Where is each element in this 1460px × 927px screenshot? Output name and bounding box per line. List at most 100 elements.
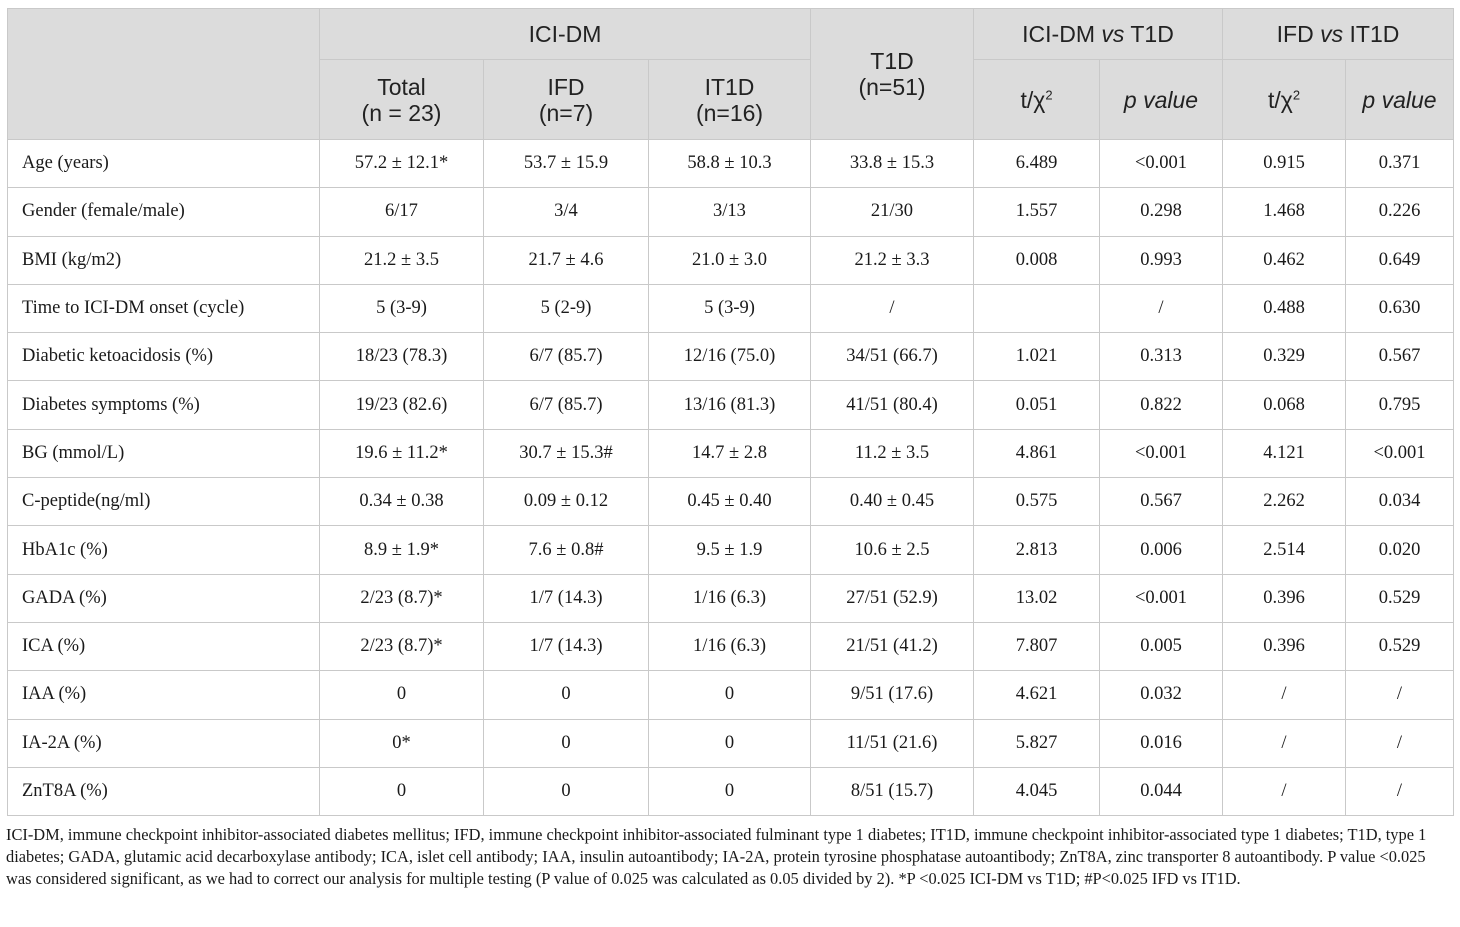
cell-pvalue-ifd-vs-it1d: 0.020 (1345, 525, 1454, 575)
header-blank-cell (7, 8, 320, 140)
header-total: Total (n = 23) (319, 59, 484, 140)
cell-stat-icidm-vs-t1d: 6.489 (973, 138, 1100, 189)
cell-stat-ifd-vs-it1d: 0.329 (1222, 332, 1346, 382)
table-row: GADA (%) 2/23 (8.7)* 1/7 (14.3) 1/16 (6.3) 2… (7, 573, 1454, 623)
header-ifd-count: (n=7) (538, 99, 594, 126)
cell-t1d: 11.2 ± 3.5 (810, 428, 974, 479)
cell-pvalue-ifd-vs-it1d: <0.001 (1345, 428, 1454, 479)
cell-stat-icidm-vs-t1d: 0.008 (973, 235, 1100, 285)
cell-it1d: 1/16 (6.3) (648, 573, 811, 623)
header-t1d-count: (n=51) (858, 74, 926, 100)
cell-pvalue-icidm-vs-t1d: 0.044 (1099, 766, 1223, 817)
table-row: Age (years) 57.2 ± 12.1* 53.7 ± 15.9 58.8 ±… (7, 138, 1454, 189)
header-stat-label: t/χ (1020, 86, 1046, 113)
comparison-table: ICI-DM T1D (n=51) ICI-DM vs T1D IFD vs I… (7, 8, 1454, 817)
cell-ifd: 0.09 ± 0.12 (483, 477, 649, 527)
cell-pvalue-icidm-vs-t1d: 0.993 (1099, 235, 1223, 285)
cell-pvalue-ifd-vs-it1d: 0.567 (1345, 332, 1454, 382)
table-header: ICI-DM T1D (n=51) ICI-DM vs T1D IFD vs I… (7, 8, 1454, 140)
cell-ifd: 7.6 ± 0.8# (483, 525, 649, 575)
table-container: ICI-DM T1D (n=51) ICI-DM vs T1D IFD vs I… (7, 8, 1454, 817)
cell-pvalue-icidm-vs-t1d: 0.567 (1099, 477, 1223, 527)
table-row: Diabetes symptoms (%) 19/23 (82.6) 6/7 (85… (7, 380, 1454, 430)
table-row: HbA1c (%) 8.9 ± 1.9* 7.6 ± 0.8# 9.5 ± 1.9 10… (7, 525, 1454, 575)
cell-pvalue-icidm-vs-t1d: / (1099, 283, 1223, 334)
cell-it1d: 5 (3-9) (648, 283, 811, 334)
cell-t1d: / (810, 283, 974, 334)
row-label: ZnT8A (%) (7, 766, 320, 817)
cell-stat-ifd-vs-it1d: 0.396 (1222, 621, 1346, 672)
cell-total: 19.6 ± 11.2* (319, 428, 484, 479)
cell-pvalue-ifd-vs-it1d: / (1345, 766, 1454, 817)
table-row: BMI (kg/m2) 21.2 ± 3.5 21.7 ± 4.6 21.0 ± 3.… (7, 235, 1454, 285)
cell-pvalue-ifd-vs-it1d: 0.529 (1345, 573, 1454, 623)
cell-pvalue-ifd-vs-it1d: 0.649 (1345, 235, 1454, 285)
cell-it1d: 0 (648, 766, 811, 817)
cell-pvalue-icidm-vs-t1d: 0.298 (1099, 187, 1223, 237)
cell-total: 18/23 (78.3) (319, 332, 484, 382)
header-group-ifd-vs-it1d: IFD vs IT1D (1222, 8, 1454, 60)
header-group-icidm: ICI-DM (319, 8, 811, 60)
header-pvalue-2: p value (1345, 59, 1454, 140)
cell-total: 5 (3-9) (319, 283, 484, 334)
cell-pvalue-ifd-vs-it1d: 0.529 (1345, 621, 1454, 672)
cell-stat-ifd-vs-it1d: / (1222, 670, 1346, 720)
header-stat-sup: 2 (1045, 86, 1053, 102)
cell-it1d: 13/16 (81.3) (648, 380, 811, 430)
cell-total: 0 (319, 766, 484, 817)
cell-pvalue-icidm-vs-t1d: 0.822 (1099, 380, 1223, 430)
cell-pvalue-icidm-vs-t1d: 0.032 (1099, 670, 1223, 720)
cell-stat-ifd-vs-it1d: 0.396 (1222, 573, 1346, 623)
cell-ifd: 21.7 ± 4.6 (483, 235, 649, 285)
cell-t1d: 0.40 ± 0.45 (810, 477, 974, 527)
cell-t1d: 41/51 (80.4) (810, 380, 974, 430)
table-row: Gender (female/male) 6/17 3/4 3/13 21/30 1.55… (7, 187, 1454, 237)
cell-stat-icidm-vs-t1d: 1.557 (973, 187, 1100, 237)
cell-total: 0.34 ± 0.38 (319, 477, 484, 527)
cell-stat-icidm-vs-t1d: 7.807 (973, 621, 1100, 672)
cell-pvalue-ifd-vs-it1d: 0.034 (1345, 477, 1454, 527)
cell-stat-ifd-vs-it1d: / (1222, 718, 1346, 768)
cell-pvalue-ifd-vs-it1d: 0.371 (1345, 138, 1454, 189)
cell-ifd: 6/7 (85.7) (483, 380, 649, 430)
header-group-t1d: T1D (n=51) (810, 8, 974, 140)
cell-stat-icidm-vs-t1d: 0.575 (973, 477, 1100, 527)
table-row: IA-2A (%) 0* 0 0 11/51 (21.6) 5.827 0.016// (7, 718, 1454, 768)
cell-ifd: 53.7 ± 15.9 (483, 138, 649, 189)
row-label: GADA (%) (7, 573, 320, 623)
cell-it1d: 12/16 (75.0) (648, 332, 811, 382)
header-pvalue-1: p value (1099, 59, 1223, 140)
cell-it1d: 9.5 ± 1.9 (648, 525, 811, 575)
row-label: Gender (female/male) (7, 187, 320, 237)
header-t1d-name: T1D (870, 48, 914, 74)
cell-total: 57.2 ± 12.1* (319, 138, 484, 189)
row-label: IAA (%) (7, 670, 320, 720)
cell-t1d: 33.8 ± 15.3 (810, 138, 974, 189)
header-ifd: IFD (n=7) (483, 59, 649, 140)
cell-pvalue-icidm-vs-t1d: <0.001 (1099, 428, 1223, 479)
header-cmp2-b: IT1D (1349, 21, 1400, 47)
cell-total: 19/23 (82.6) (319, 380, 484, 430)
header-stat-2: t/χ2 (1222, 59, 1346, 140)
cell-total: 8.9 ± 1.9* (319, 525, 484, 575)
header-cmp1-vs: vs (1101, 21, 1125, 47)
cell-stat-ifd-vs-it1d: 2.262 (1222, 477, 1346, 527)
header-it1d: IT1D (n=16) (648, 59, 811, 140)
table-body: Age (years) 57.2 ± 12.1* 53.7 ± 15.9 58.8 ±… (7, 138, 1454, 817)
cell-pvalue-ifd-vs-it1d: 0.795 (1345, 380, 1454, 430)
cell-t1d: 21/51 (41.2) (810, 621, 974, 672)
cell-it1d: 14.7 ± 2.8 (648, 428, 811, 479)
cell-pvalue-ifd-vs-it1d: / (1345, 718, 1454, 768)
row-label: Diabetes symptoms (%) (7, 380, 320, 430)
cell-ifd: 1/7 (14.3) (483, 573, 649, 623)
header-group-icidm-vs-t1d: ICI-DM vs T1D (973, 8, 1223, 60)
cell-stat-icidm-vs-t1d: 5.827 (973, 718, 1100, 768)
cell-pvalue-icidm-vs-t1d: 0.005 (1099, 621, 1223, 672)
cell-stat-ifd-vs-it1d: / (1222, 766, 1346, 817)
cell-t1d: 8/51 (15.7) (810, 766, 974, 817)
cell-stat-ifd-vs-it1d: 0.488 (1222, 283, 1346, 334)
header-stat-sup: 2 (1292, 86, 1301, 102)
header-cmp2-vs: vs (1320, 21, 1344, 47)
table-row: Diabetic ketoacidosis (%) 18/23 (78.3) 6/7… (7, 332, 1454, 382)
cell-t1d: 27/51 (52.9) (810, 573, 974, 623)
